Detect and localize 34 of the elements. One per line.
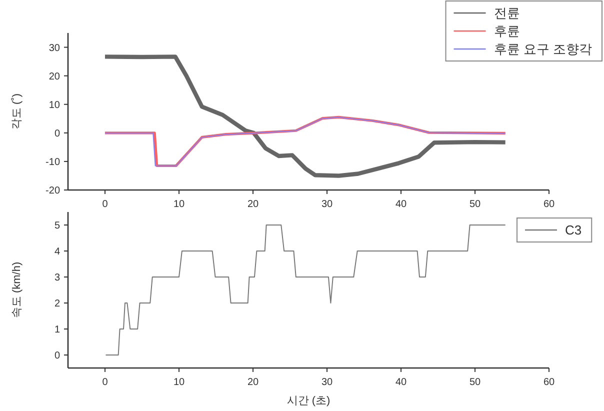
x-tick-label: 40 — [395, 199, 407, 210]
y-axis-title: 각도 (˚) — [11, 93, 23, 130]
y-tick-label: -20 — [46, 186, 60, 196]
legend: C3 — [516, 218, 592, 242]
y-tick-label: 30 — [48, 42, 60, 54]
y-tick-label: 1 — [54, 324, 60, 336]
x-tick-label: 40 — [395, 377, 407, 388]
x-tick-label: 10 — [173, 377, 185, 388]
y-axis-title: 속도 (km/h) — [11, 262, 23, 318]
x-tick-label: 50 — [469, 377, 481, 388]
y-tick-label: 3 — [54, 272, 60, 284]
x-tick-label: 30 — [321, 377, 333, 388]
y-tick-label: 5 — [54, 220, 60, 232]
x-tick-label: 60 — [543, 377, 555, 388]
y-tick-label: 10 — [48, 100, 60, 111]
x-tick-label: 60 — [543, 199, 555, 210]
legend-label: 전륜 — [494, 6, 520, 20]
y-tick-label: 20 — [48, 71, 60, 82]
legend-label: 후륜 — [494, 24, 520, 38]
y-tick-label: -10 — [46, 156, 60, 168]
x-tick-label: 50 — [469, 199, 481, 210]
x-tick-label: 20 — [247, 199, 259, 210]
y-tick-label: 0 — [54, 350, 60, 362]
x-tick-label: 30 — [321, 199, 333, 210]
legend-label: 후륜 요구 조향각 — [494, 42, 592, 56]
x-tick-label: 10 — [173, 199, 185, 210]
x-tick-label: 0 — [102, 377, 108, 388]
x-axis-title: 시간 (초) — [286, 395, 330, 407]
x-tick-label: 20 — [247, 377, 259, 388]
x-tick-label: 0 — [102, 199, 108, 210]
y-tick-label: 0 — [54, 128, 60, 140]
y-tick-label: 4 — [54, 246, 60, 258]
y-tick-label: 2 — [54, 298, 60, 310]
legend-label: C3 — [565, 222, 582, 238]
